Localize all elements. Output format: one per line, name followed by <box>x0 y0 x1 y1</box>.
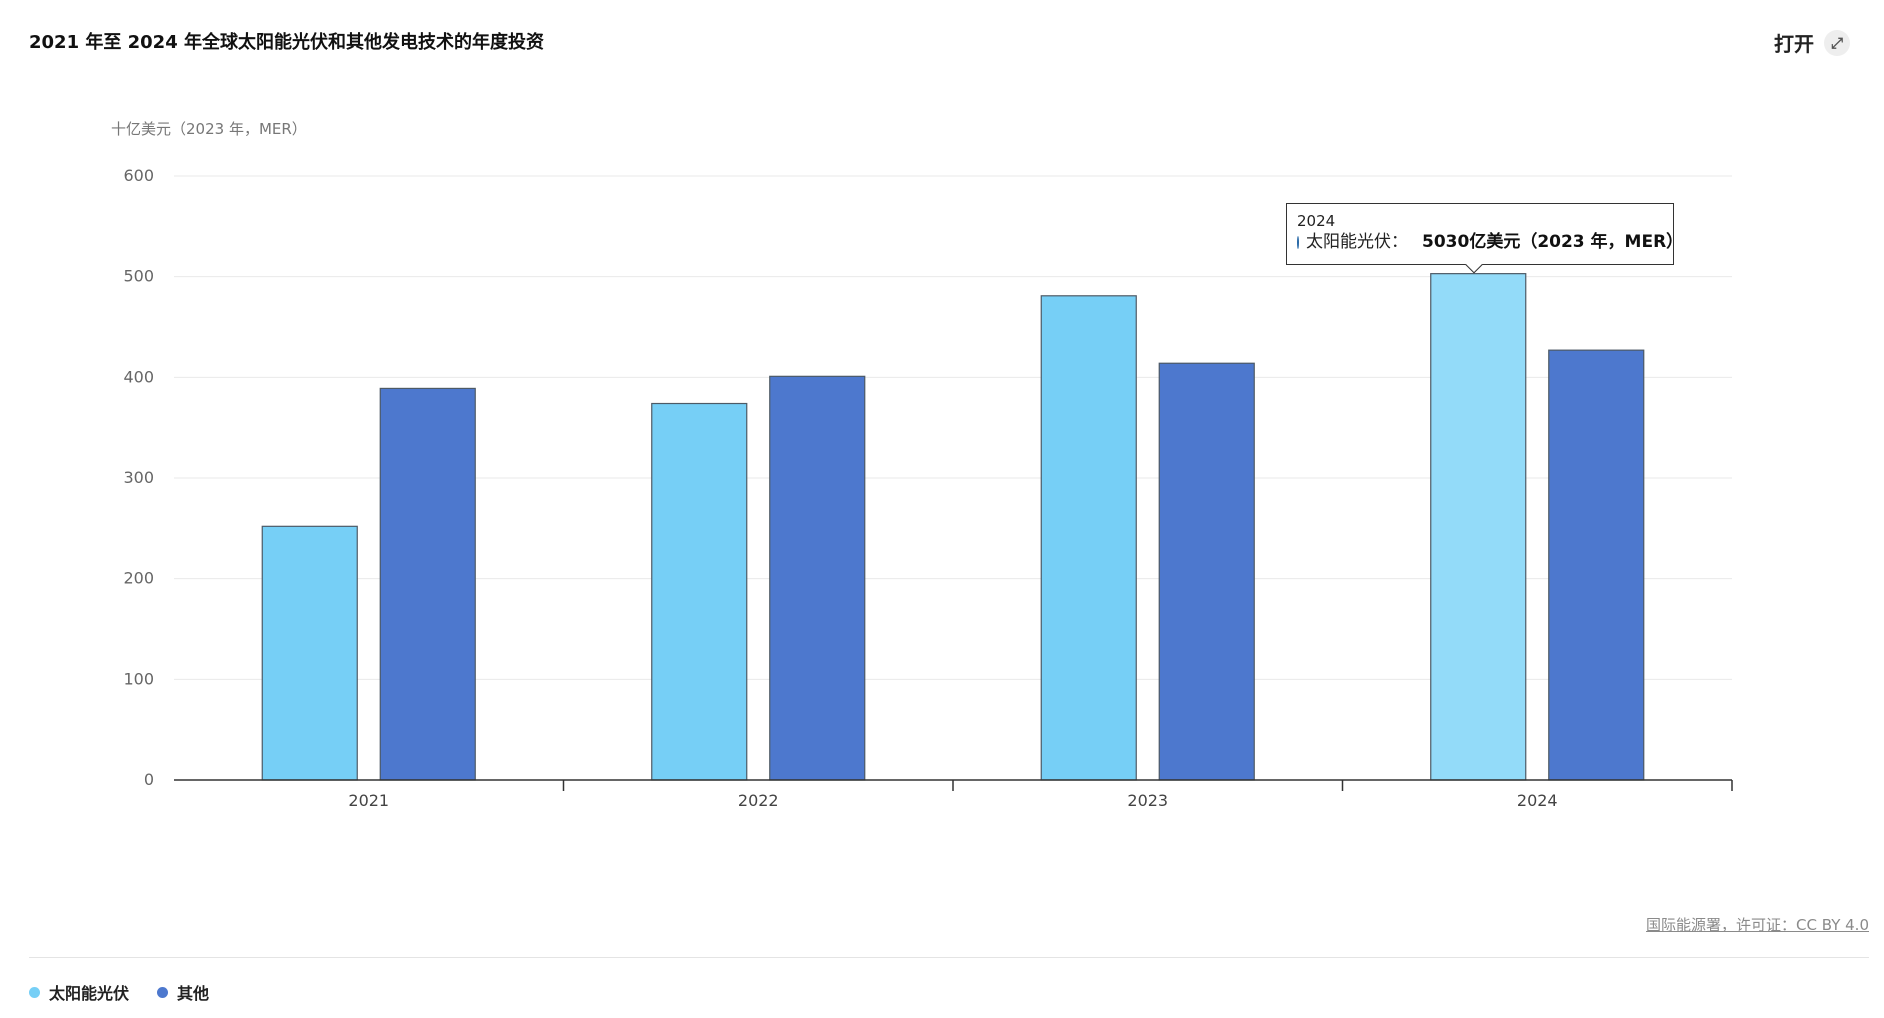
legend-label-solar: 太阳能光伏 <box>49 984 130 1003</box>
legend-marker-other <box>157 986 169 998</box>
y-tick-label: 300 <box>123 468 154 487</box>
y-tick-label: 500 <box>123 267 154 286</box>
x-tick-label: 2021 <box>348 791 389 810</box>
bar-solar-2023[interactable] <box>1040 295 1137 781</box>
bar-chart: 十亿美元（2023 年，MER） 0 100 200 300 400 500 600 2021… <box>111 120 1733 810</box>
tooltip-value: 5030亿美元（2023 年，MER） <box>1422 232 1684 252</box>
bar-solar-2022[interactable] <box>651 402 748 781</box>
legend: 太阳能光伏 其他 <box>29 980 209 1004</box>
y-axis-label: 十亿美元（2023 年，MER） <box>111 120 307 138</box>
legend-item-other[interactable]: 其他 <box>157 980 209 1004</box>
divider <box>29 957 1869 958</box>
tooltip-year: 2024 <box>1297 212 1336 230</box>
tooltip-series-label: 太阳能光伏： <box>1306 232 1408 252</box>
y-tick-label: 600 <box>123 166 154 185</box>
x-tick-label: 2024 <box>1517 791 1558 810</box>
y-tick-label: 200 <box>123 569 154 588</box>
bar-other-2021[interactable] <box>379 387 476 781</box>
external-link-icon: ⤢ <box>1824 29 1850 56</box>
x-tick-label: 2022 <box>738 791 779 810</box>
bar-solar-2024[interactable] <box>1430 273 1527 781</box>
tooltip-series-marker <box>1297 235 1299 249</box>
y-tick-label: 0 <box>144 770 154 789</box>
open-button-label: 打开 <box>1774 32 1814 56</box>
y-tick-label: 400 <box>123 367 154 386</box>
x-tick-label: 2023 <box>1127 791 1168 810</box>
source-link[interactable]: 国际能源署，许可证：CC BY 4.0 <box>1646 916 1869 934</box>
bar-solar-2021[interactable] <box>261 525 358 781</box>
open-button[interactable]: 打开 ⤢ <box>1774 28 1850 57</box>
chart-title: 2021 年至 2024 年全球太阳能光伏和其他发电技术的年度投资 <box>29 32 544 53</box>
bar-other-2024[interactable] <box>1548 349 1645 781</box>
y-tick-label: 100 <box>123 669 154 688</box>
tooltip: 2024 太阳能光伏： 5030亿美元（2023 年，MER） <box>1286 203 1683 265</box>
legend-marker-solar <box>29 986 40 998</box>
legend-item-solar[interactable]: 太阳能光伏 <box>29 980 129 1004</box>
legend-label-other: 其他 <box>177 984 210 1003</box>
bar-other-2022[interactable] <box>769 375 866 781</box>
bar-other-2023[interactable] <box>1158 362 1255 781</box>
